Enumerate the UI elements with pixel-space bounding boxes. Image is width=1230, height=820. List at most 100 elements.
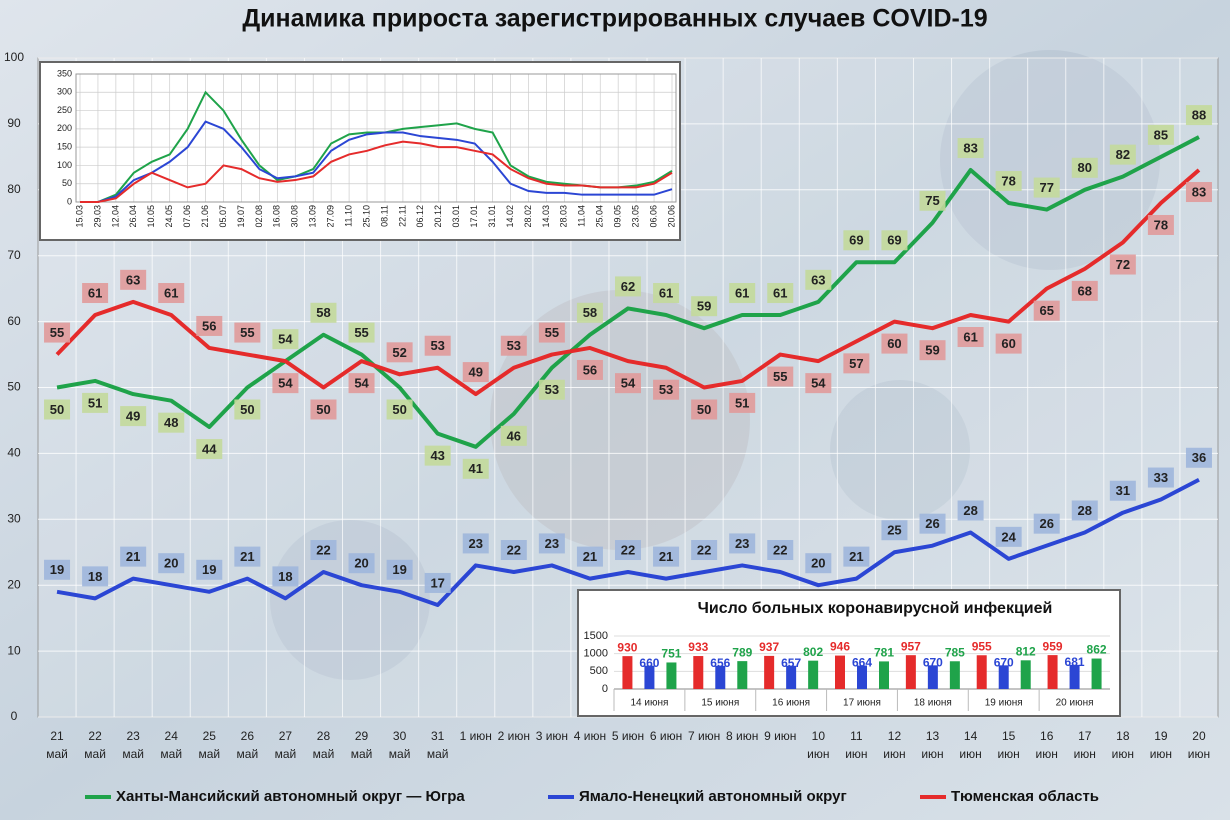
- value-label-bg: [120, 269, 147, 290]
- x-tick-label: 31: [431, 729, 445, 743]
- series-line: [56, 477, 1200, 607]
- value-label: 52: [392, 345, 406, 360]
- bar: [693, 656, 704, 689]
- y-tick-label: 40: [7, 446, 21, 460]
- value-label-bg: [957, 138, 984, 159]
- value-label: 24: [1001, 529, 1016, 544]
- value-label: 23: [735, 536, 749, 551]
- value-label: 946: [830, 640, 850, 654]
- value-label-bg: [538, 322, 565, 343]
- value-label: 21: [583, 549, 597, 564]
- value-label: 31: [1116, 483, 1130, 498]
- value-label-bg: [310, 399, 337, 420]
- value-label-bg: [767, 283, 794, 304]
- value-label: 56: [583, 362, 597, 377]
- value-label-bg: [615, 540, 641, 561]
- value-label: 50: [316, 402, 330, 417]
- value-label: 58: [316, 305, 330, 320]
- x-tick-label: май: [389, 747, 411, 761]
- value-label-bg: [272, 566, 299, 587]
- value-label-bg: [957, 327, 984, 348]
- value-label-bg: [348, 373, 375, 394]
- value-label: 26: [925, 516, 939, 531]
- value-label: 656: [710, 656, 730, 670]
- value-label-bg: [44, 559, 71, 580]
- x-tick-label: 18 июня: [914, 698, 952, 709]
- value-label-bg: [1109, 144, 1136, 165]
- x-tick-label: май: [237, 747, 259, 761]
- value-label-bg: [919, 340, 946, 361]
- value-label-bg: [310, 540, 337, 561]
- y-tick-label: 0: [67, 196, 72, 206]
- value-label: 681: [1065, 655, 1085, 669]
- x-tick-label: 23: [126, 729, 140, 743]
- bar: [1069, 664, 1080, 689]
- series-line: [80, 120, 673, 203]
- value-label: 56: [202, 318, 216, 333]
- y-tick-label: 300: [57, 87, 72, 97]
- value-label: 61: [164, 285, 178, 300]
- y-tick-label: 1500: [584, 630, 608, 642]
- value-label-bg: [500, 540, 527, 561]
- value-label: 22: [773, 542, 787, 557]
- value-label: 65: [1039, 303, 1053, 318]
- value-label-bg: [234, 546, 261, 567]
- inset-title: Число больных коронавирусной инфекцией: [698, 600, 1053, 617]
- value-label-bg: [234, 322, 261, 343]
- value-label-bg: [462, 362, 489, 383]
- x-tick-label: 25: [203, 729, 217, 743]
- value-label: 53: [430, 338, 444, 353]
- x-tick-label: 12: [888, 729, 902, 743]
- value-label: 46: [507, 428, 521, 443]
- value-label: 781: [874, 646, 894, 660]
- value-label: 41: [469, 461, 483, 476]
- value-label: 18: [88, 569, 102, 584]
- value-label-bg: [1071, 157, 1098, 178]
- value-label: 61: [773, 285, 787, 300]
- value-label-bg: [1147, 467, 1174, 488]
- value-label-bg: [729, 533, 756, 554]
- x-tick-label: 17: [1078, 729, 1092, 743]
- x-tick-label: 19 июня: [985, 698, 1023, 709]
- value-label: 20: [811, 556, 825, 571]
- value-label: 751: [661, 647, 681, 661]
- x-tick-label: 16: [1040, 729, 1054, 743]
- x-tick-label: 10: [812, 729, 826, 743]
- y-tick-label: 80: [7, 182, 21, 196]
- x-tick-label: июн: [845, 747, 867, 761]
- value-label: 789: [732, 645, 752, 659]
- bar: [835, 655, 845, 689]
- value-label: 21: [240, 549, 254, 564]
- value-label: 50: [697, 402, 711, 417]
- series-line: [55, 168, 1201, 397]
- value-label-bg: [576, 359, 603, 380]
- x-tick-label: 1 июн: [460, 729, 492, 743]
- y-tick-label: 150: [57, 142, 72, 152]
- value-label: 80: [1078, 160, 1092, 175]
- x-tick-label: май: [313, 747, 335, 761]
- x-tick-label: 21.06: [200, 205, 210, 228]
- y-tick-label: 250: [57, 105, 72, 115]
- value-label-bg: [386, 342, 413, 363]
- x-tick-label: 31.01: [487, 205, 497, 228]
- value-label-bg: [995, 526, 1022, 547]
- value-label: 22: [316, 542, 330, 557]
- value-label: 959: [1043, 639, 1063, 653]
- value-label-bg: [805, 553, 832, 574]
- x-tick-label: май: [46, 747, 68, 761]
- value-label: 78: [1154, 217, 1168, 232]
- value-label-bg: [1147, 124, 1174, 145]
- value-label: 26: [1039, 516, 1053, 531]
- value-label-bg: [120, 546, 147, 567]
- value-label: 862: [1087, 643, 1107, 657]
- value-label: 17: [430, 575, 444, 590]
- value-label: 28: [963, 503, 977, 518]
- value-label: 28: [1078, 503, 1092, 518]
- value-label: 55: [240, 325, 254, 340]
- value-label: 20: [164, 556, 178, 571]
- x-tick-label: май: [160, 747, 182, 761]
- value-label-bg: [615, 373, 641, 394]
- y-tick-label: 20: [7, 577, 21, 591]
- value-label-bg: [1033, 300, 1060, 321]
- x-tick-label: май: [275, 747, 297, 761]
